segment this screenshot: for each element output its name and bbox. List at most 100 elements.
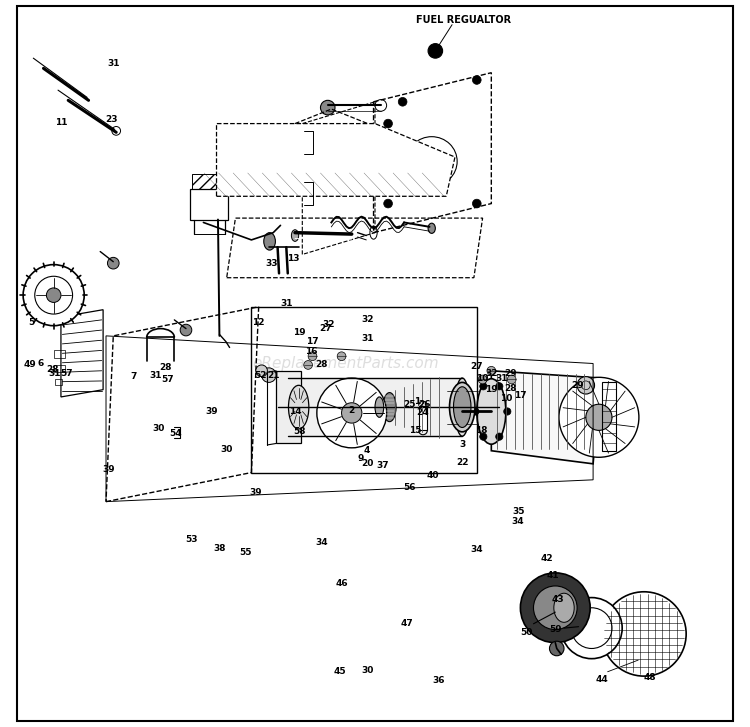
Text: 31: 31	[362, 334, 374, 343]
Text: 32: 32	[485, 369, 497, 378]
Text: 45: 45	[334, 667, 346, 676]
Text: 34: 34	[512, 518, 524, 526]
Circle shape	[602, 592, 686, 676]
Ellipse shape	[477, 379, 506, 444]
Ellipse shape	[455, 378, 470, 436]
Circle shape	[561, 598, 622, 659]
Circle shape	[472, 199, 482, 208]
Circle shape	[428, 44, 442, 58]
Text: 44: 44	[596, 675, 608, 683]
Bar	[55, 379, 62, 385]
Ellipse shape	[428, 223, 435, 233]
Circle shape	[559, 377, 639, 457]
Text: 24: 24	[417, 409, 429, 417]
Circle shape	[533, 586, 577, 630]
Text: 21: 21	[267, 371, 280, 379]
Circle shape	[180, 324, 192, 336]
Circle shape	[496, 433, 503, 441]
Text: 15: 15	[409, 426, 422, 435]
Bar	[276, 371, 301, 443]
Text: 57: 57	[61, 369, 73, 378]
Text: 28: 28	[315, 361, 328, 369]
Circle shape	[256, 365, 268, 377]
Text: 32: 32	[322, 320, 334, 329]
Circle shape	[23, 265, 84, 326]
Circle shape	[504, 408, 511, 415]
Text: 9: 9	[357, 454, 364, 462]
Text: 12: 12	[253, 318, 265, 327]
Text: 55: 55	[239, 548, 252, 557]
Circle shape	[46, 288, 61, 302]
Circle shape	[472, 76, 482, 84]
Text: 27: 27	[470, 362, 483, 371]
Text: 16: 16	[304, 348, 317, 356]
Text: 29: 29	[571, 381, 584, 390]
Text: 42: 42	[540, 554, 553, 563]
Text: 28: 28	[504, 384, 517, 393]
Text: 28: 28	[46, 365, 58, 374]
Text: 59: 59	[549, 625, 562, 634]
Text: 10: 10	[500, 394, 512, 403]
Text: 33: 33	[266, 259, 278, 268]
Circle shape	[107, 257, 119, 269]
Text: 13: 13	[287, 254, 300, 263]
Circle shape	[262, 368, 276, 382]
Bar	[54, 365, 65, 372]
Text: 31: 31	[107, 60, 119, 68]
Text: 50: 50	[520, 628, 532, 637]
Text: FUEL REGUALTOR: FUEL REGUALTOR	[416, 15, 512, 25]
Text: 49: 49	[24, 361, 37, 369]
Circle shape	[112, 126, 121, 135]
Circle shape	[316, 378, 387, 448]
Bar	[602, 382, 616, 451]
Ellipse shape	[454, 387, 471, 427]
Text: 31: 31	[149, 371, 162, 379]
Text: 46: 46	[335, 579, 348, 587]
Text: 6: 6	[38, 359, 44, 368]
Text: 5: 5	[28, 318, 35, 327]
Ellipse shape	[449, 382, 475, 432]
Text: 37: 37	[376, 461, 388, 470]
Bar	[419, 406, 428, 430]
Text: 34: 34	[315, 538, 328, 547]
Ellipse shape	[554, 593, 574, 622]
Text: 11: 11	[55, 118, 68, 126]
Text: 57: 57	[160, 375, 173, 384]
Ellipse shape	[289, 385, 309, 429]
Text: 38: 38	[213, 544, 226, 553]
Text: 19: 19	[293, 329, 306, 337]
Ellipse shape	[280, 378, 295, 436]
Text: 39: 39	[206, 407, 218, 416]
Text: eReplacementParts.com: eReplacementParts.com	[253, 356, 440, 371]
Bar	[190, 189, 228, 220]
Text: 17: 17	[514, 391, 526, 400]
Text: 58: 58	[293, 427, 306, 436]
Text: 31: 31	[280, 300, 292, 308]
Text: 27: 27	[320, 324, 332, 333]
Ellipse shape	[375, 397, 384, 417]
Circle shape	[398, 97, 407, 106]
Circle shape	[520, 573, 590, 643]
Text: 1: 1	[414, 397, 420, 406]
Text: 36: 36	[433, 676, 445, 685]
Text: 17: 17	[306, 337, 319, 346]
Text: 31: 31	[495, 374, 508, 382]
Circle shape	[384, 119, 392, 128]
Circle shape	[34, 276, 73, 314]
Text: 56: 56	[404, 483, 416, 491]
Text: 54: 54	[170, 429, 182, 438]
Circle shape	[577, 377, 595, 394]
Circle shape	[550, 641, 564, 656]
Text: 30: 30	[362, 666, 374, 675]
Circle shape	[478, 375, 487, 384]
Ellipse shape	[264, 233, 275, 250]
Text: 35: 35	[513, 507, 525, 516]
Polygon shape	[491, 371, 600, 464]
Circle shape	[384, 199, 392, 208]
Text: 41: 41	[546, 571, 559, 580]
Text: 14: 14	[289, 407, 302, 416]
Circle shape	[487, 366, 496, 375]
Text: 47: 47	[400, 619, 413, 628]
Polygon shape	[217, 124, 455, 196]
Circle shape	[308, 352, 316, 361]
